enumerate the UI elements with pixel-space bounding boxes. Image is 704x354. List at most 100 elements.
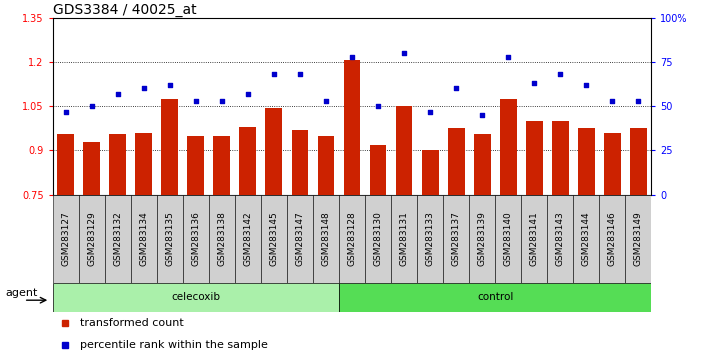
Point	[372, 103, 384, 109]
Bar	[53, 283, 339, 312]
Bar	[391, 195, 417, 283]
Bar	[109, 134, 126, 195]
Bar	[135, 133, 152, 195]
Bar	[235, 195, 261, 283]
Bar	[105, 195, 131, 283]
Text: GSM283142: GSM283142	[244, 212, 253, 266]
Text: GSM283133: GSM283133	[425, 211, 434, 267]
Text: GSM283139: GSM283139	[477, 211, 486, 267]
Text: GSM283132: GSM283132	[113, 212, 122, 266]
Point	[320, 98, 332, 104]
Point	[477, 112, 488, 118]
Point	[112, 91, 123, 97]
Bar	[599, 195, 625, 283]
Bar	[57, 134, 74, 195]
Point	[60, 109, 71, 114]
Bar	[157, 195, 183, 283]
Bar	[474, 134, 491, 195]
Text: GSM283144: GSM283144	[582, 212, 591, 266]
Bar	[422, 150, 439, 195]
Bar	[365, 195, 391, 283]
Bar	[521, 195, 547, 283]
Bar	[131, 195, 157, 283]
Point	[268, 72, 279, 77]
Bar	[370, 144, 386, 195]
Point	[581, 82, 592, 88]
Text: GSM283145: GSM283145	[270, 212, 279, 266]
Text: celecoxib: celecoxib	[171, 292, 220, 302]
Bar	[552, 121, 569, 195]
Bar	[443, 195, 469, 283]
Bar	[604, 133, 621, 195]
Bar	[239, 127, 256, 195]
Point	[633, 98, 644, 104]
Bar	[291, 130, 308, 195]
Text: GSM283149: GSM283149	[634, 212, 643, 266]
Bar	[417, 195, 443, 283]
Text: GSM283128: GSM283128	[348, 212, 356, 266]
Text: GSM283141: GSM283141	[529, 212, 539, 266]
Bar	[265, 108, 282, 195]
Point	[451, 86, 462, 91]
Point	[138, 86, 149, 91]
Bar	[396, 106, 413, 195]
Bar	[630, 128, 647, 195]
Bar	[187, 136, 204, 195]
Text: agent: agent	[6, 288, 37, 298]
Point	[346, 54, 358, 59]
Text: GSM283146: GSM283146	[608, 212, 617, 266]
Point	[555, 72, 566, 77]
Text: GSM283138: GSM283138	[218, 211, 227, 267]
Bar	[313, 195, 339, 283]
Bar	[339, 195, 365, 283]
Bar	[213, 136, 230, 195]
Text: percentile rank within the sample: percentile rank within the sample	[80, 339, 268, 350]
Point	[164, 82, 175, 88]
Text: GSM283143: GSM283143	[555, 212, 565, 266]
Point	[86, 103, 97, 109]
Point	[529, 80, 540, 86]
Bar	[578, 128, 595, 195]
Point	[503, 54, 514, 59]
Bar	[573, 195, 599, 283]
Text: GSM283135: GSM283135	[165, 211, 175, 267]
Point	[425, 109, 436, 114]
Text: GSM283148: GSM283148	[322, 212, 330, 266]
Point	[242, 91, 253, 97]
Bar	[526, 121, 543, 195]
Text: GSM283131: GSM283131	[400, 211, 408, 267]
Text: GDS3384 / 40025_at: GDS3384 / 40025_at	[53, 3, 196, 17]
Bar	[83, 142, 100, 195]
Bar	[53, 195, 79, 283]
Bar	[495, 195, 521, 283]
Text: GSM283140: GSM283140	[503, 212, 513, 266]
Bar	[287, 195, 313, 283]
Text: GSM283136: GSM283136	[191, 211, 201, 267]
Bar	[318, 136, 334, 195]
Bar	[500, 99, 517, 195]
Bar	[344, 61, 360, 195]
Bar	[261, 195, 287, 283]
Text: GSM283134: GSM283134	[139, 212, 149, 266]
Bar	[469, 195, 495, 283]
Bar	[161, 99, 178, 195]
Point	[216, 98, 227, 104]
Point	[398, 50, 410, 56]
Point	[607, 98, 618, 104]
Bar	[183, 195, 209, 283]
Point	[294, 72, 306, 77]
Bar	[448, 128, 465, 195]
Text: GSM283130: GSM283130	[374, 211, 382, 267]
Bar	[547, 195, 573, 283]
Text: GSM283137: GSM283137	[451, 211, 460, 267]
Bar	[209, 195, 235, 283]
Text: GSM283127: GSM283127	[61, 212, 70, 266]
Text: GSM283147: GSM283147	[296, 212, 304, 266]
Bar	[79, 195, 105, 283]
Point	[190, 98, 201, 104]
Bar	[625, 195, 651, 283]
Text: GSM283129: GSM283129	[87, 212, 96, 266]
Bar	[339, 283, 651, 312]
Text: transformed count: transformed count	[80, 318, 184, 329]
Text: control: control	[477, 292, 513, 302]
